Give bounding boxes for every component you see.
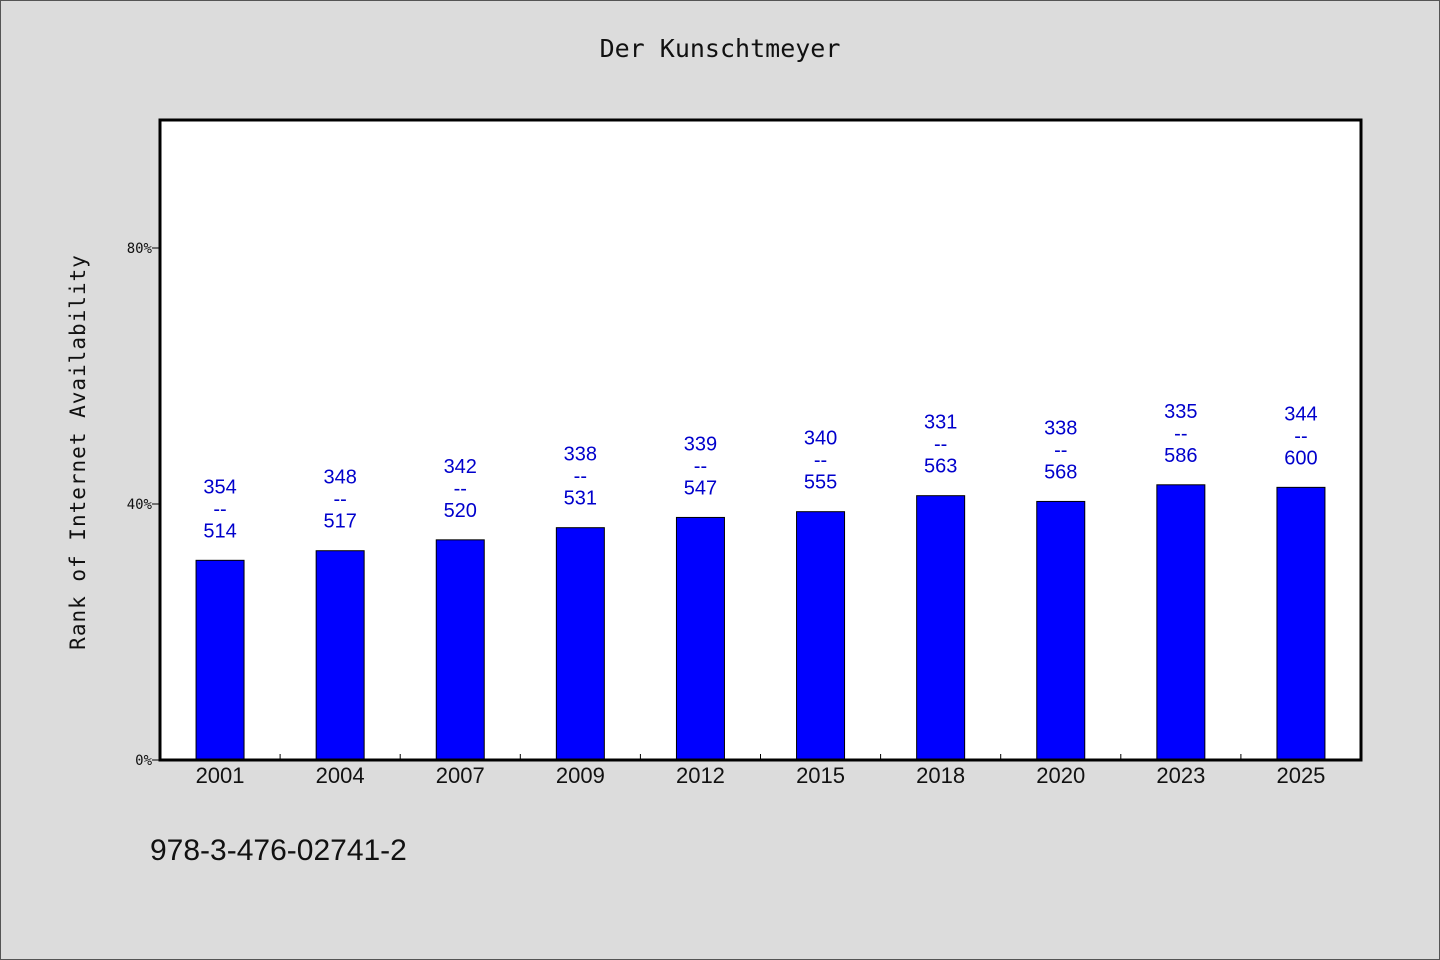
- y-tick-label-0: 0%: [135, 753, 152, 769]
- data-label-2018-2: 563: [924, 456, 957, 478]
- data-label-2025-2: 600: [1284, 447, 1317, 469]
- y-tick-label-1: 40%: [127, 497, 153, 513]
- data-label-2001-0: 354: [203, 476, 236, 498]
- bar-2007: [435, 539, 485, 761]
- data-label-2025-1: --: [1294, 425, 1307, 447]
- x-tick-label-2004: 2004: [316, 763, 365, 788]
- data-label-2020-2: 568: [1044, 461, 1077, 483]
- bar-2025: [1276, 486, 1326, 761]
- x-tick-label-2009: 2009: [556, 763, 605, 788]
- data-label-2004-1: --: [333, 489, 346, 511]
- data-label-2009-2: 531: [564, 488, 597, 510]
- data-label-2018-1: --: [934, 434, 947, 456]
- data-label-2025-0: 344: [1284, 403, 1317, 425]
- y-tick-label-2: 80%: [127, 241, 153, 257]
- data-label-2015-1: --: [814, 450, 827, 472]
- bar-2012: [675, 516, 725, 761]
- data-label-2001-2: 514: [203, 520, 236, 542]
- bar-2001: [195, 559, 245, 761]
- data-label-2015-2: 555: [804, 472, 837, 494]
- data-label-2007-1: --: [454, 478, 467, 500]
- data-label-2023-1: --: [1174, 423, 1187, 445]
- bar-2009: [555, 527, 605, 761]
- x-tick-label-2012: 2012: [676, 763, 725, 788]
- data-label-2012-1: --: [694, 455, 707, 477]
- data-label-2015-0: 340: [804, 428, 837, 450]
- data-label-2012-0: 339: [684, 433, 717, 455]
- data-label-2009-0: 338: [564, 444, 597, 466]
- data-label-2012-2: 547: [684, 477, 717, 499]
- chart-title: Der Kunschtmeyer: [599, 34, 841, 63]
- bar-2020: [1036, 500, 1086, 761]
- data-label-2018-0: 331: [924, 412, 957, 434]
- data-label-2004-0: 348: [323, 467, 356, 489]
- x-tick-label-2018: 2018: [916, 763, 965, 788]
- x-tick-label-2015: 2015: [796, 763, 845, 788]
- x-tick-label-2007: 2007: [436, 763, 485, 788]
- bar-2015: [796, 511, 846, 761]
- x-tick-label-2025: 2025: [1276, 763, 1325, 788]
- x-tick-label-2001: 2001: [196, 763, 245, 788]
- data-label-2020-0: 338: [1044, 417, 1077, 439]
- data-label-2020-1: --: [1054, 439, 1067, 461]
- plot-border: [158, 118, 1363, 762]
- x-tick-label-2023: 2023: [1156, 763, 1205, 788]
- bar-2023: [1156, 484, 1206, 761]
- bar-2004: [315, 550, 365, 761]
- data-label-2007-2: 520: [444, 500, 477, 522]
- data-label-2009-1: --: [574, 466, 587, 488]
- data-label-2023-2: 586: [1164, 445, 1197, 467]
- data-label-2023-0: 335: [1164, 401, 1197, 423]
- data-label-2001-1: --: [213, 498, 226, 520]
- x-tick-label-2020: 2020: [1036, 763, 1085, 788]
- isbn-footnote: 978-3-476-02741-2: [150, 834, 407, 867]
- data-label-2004-2: 517: [323, 511, 356, 533]
- bar-2018: [916, 495, 966, 761]
- data-label-2007-0: 342: [444, 456, 477, 478]
